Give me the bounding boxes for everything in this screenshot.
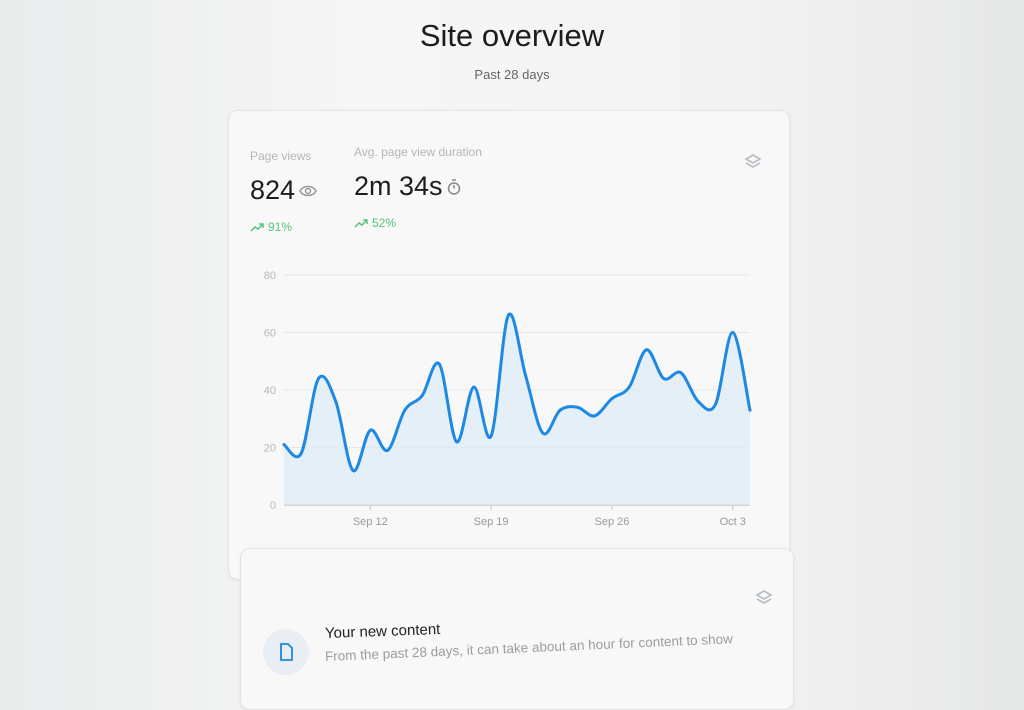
- metric-avg-duration: Avg. page view duration 2m 34s 52%: [354, 145, 482, 230]
- metric-value: 824: [250, 175, 296, 205]
- new-content-card: Your new content From the past 28 days, …: [240, 548, 794, 710]
- metric-change: 91%: [268, 220, 293, 234]
- eye-icon: [299, 184, 317, 198]
- metric-change: 52%: [372, 216, 397, 230]
- stopwatch-icon: [447, 178, 461, 196]
- document-icon: [263, 629, 309, 675]
- trending-up-icon: [250, 222, 264, 232]
- metric-value: 2m 34s: [354, 171, 443, 201]
- layers-icon[interactable]: [744, 153, 762, 171]
- metric-label: Page views: [250, 149, 312, 163]
- metric-label: Avg. page view duration: [354, 145, 482, 159]
- page-subtitle: Past 28 days: [474, 67, 550, 82]
- site-overview-card: Page views 824 91% Avg. page view durati…: [228, 110, 790, 580]
- layers-icon[interactable]: [755, 589, 773, 607]
- document-icon-badge: [263, 629, 309, 675]
- metric-page-views: Page views 824 91%: [250, 149, 317, 234]
- page-title: Site overview: [419, 18, 605, 53]
- content-card-title: Your new content: [324, 620, 441, 642]
- trending-up-icon: [354, 218, 368, 228]
